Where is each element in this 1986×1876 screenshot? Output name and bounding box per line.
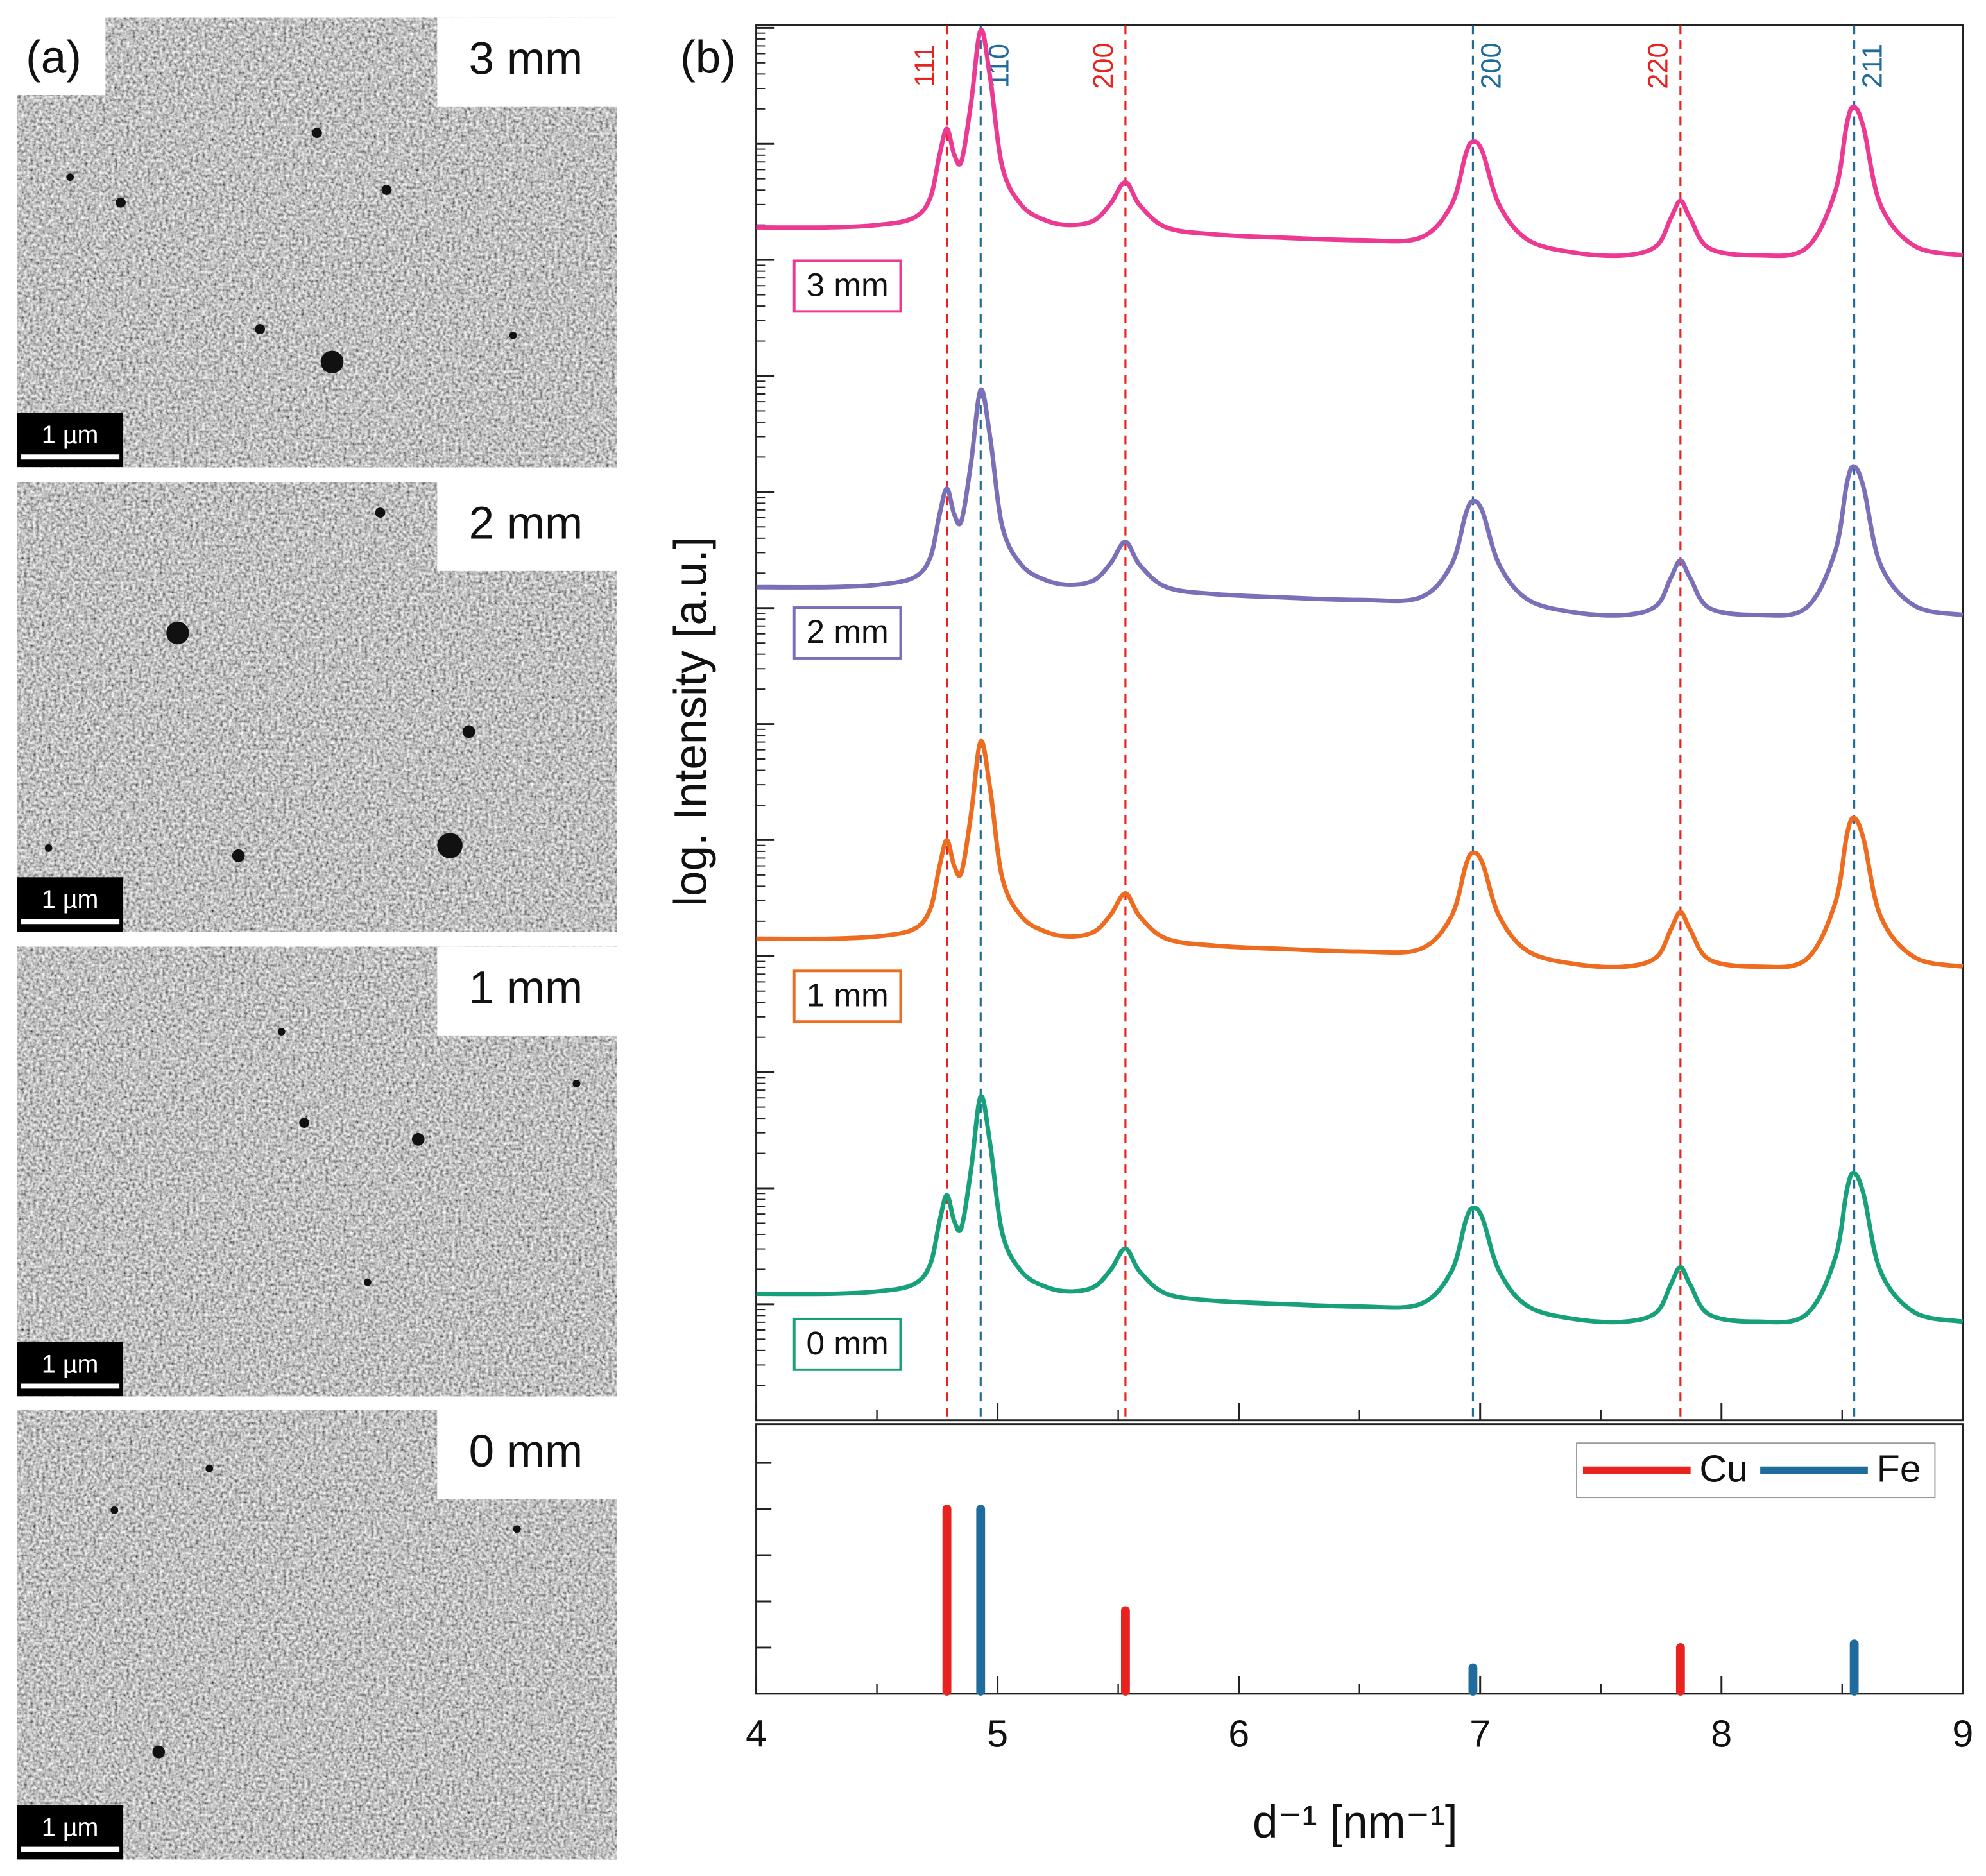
pore <box>462 725 475 738</box>
series-label: 0 mm <box>807 1325 889 1361</box>
pore <box>66 173 74 182</box>
pore <box>572 1079 581 1087</box>
panel-label: (a) <box>26 32 81 83</box>
series-label-box <box>792 969 902 1023</box>
reference-label: 200 <box>1476 42 1507 89</box>
x-tick-label: 9 <box>1952 1712 1973 1755</box>
pore <box>437 833 463 858</box>
series-label: 2 mm <box>807 613 889 650</box>
spectrum <box>756 387 1964 618</box>
pore <box>152 1745 166 1759</box>
x-axis-label: d⁻¹ [nm⁻¹] <box>1253 1797 1458 1848</box>
pore <box>299 1118 310 1128</box>
pore <box>513 1525 521 1533</box>
pore <box>277 1028 286 1036</box>
x-tick-label: 5 <box>987 1712 1008 1755</box>
pore <box>232 849 245 862</box>
image-label: 1 mm <box>469 963 583 1014</box>
reference-label: 200 <box>1088 42 1119 89</box>
spectrum <box>756 1094 1964 1325</box>
y-axis-label: log. Intensity [a.u.] <box>666 536 717 906</box>
pore <box>375 507 386 518</box>
label-corner <box>0 0 106 95</box>
series-label-box <box>792 1317 902 1371</box>
pore <box>320 350 344 374</box>
pore <box>255 324 266 334</box>
reference-label: 111 <box>910 45 941 87</box>
pore <box>116 197 126 208</box>
pore <box>205 1464 214 1472</box>
pore <box>110 1506 119 1514</box>
label-box <box>437 17 617 107</box>
x-tick-label: 4 <box>746 1712 767 1755</box>
image-label: 2 mm <box>469 499 583 549</box>
scale-bar-label: 1 µm <box>42 885 99 914</box>
spectrum <box>756 738 1964 969</box>
series-label: 1 mm <box>807 976 889 1013</box>
x-tick-label: 7 <box>1469 1712 1491 1755</box>
series-label-box <box>792 606 902 660</box>
label-box <box>437 482 617 571</box>
label-box <box>437 1410 617 1499</box>
x-tick-label: 8 <box>1711 1712 1732 1755</box>
series-label-box <box>792 259 902 313</box>
legend-label: Fe <box>1877 1447 1921 1490</box>
label-box <box>437 946 617 1036</box>
pore <box>411 1132 425 1146</box>
x-tick-label: 6 <box>1228 1712 1249 1755</box>
series-label: 3 mm <box>807 266 889 303</box>
pore <box>363 1278 372 1286</box>
pore <box>44 844 53 852</box>
pore <box>509 331 517 339</box>
legend-label: Cu <box>1699 1447 1748 1490</box>
pore <box>312 128 322 139</box>
reference-label: 220 <box>1643 42 1674 89</box>
spectrum <box>756 28 1964 259</box>
scale-bar-label: 1 µm <box>42 1350 99 1378</box>
panel-label: (b) <box>680 32 736 83</box>
image-label: 0 mm <box>469 1426 583 1477</box>
pore <box>166 621 189 645</box>
reference-label: 211 <box>1858 44 1888 88</box>
pore <box>381 185 392 195</box>
image-label: 3 mm <box>469 33 583 84</box>
scale-bar-label: 1 µm <box>42 421 99 449</box>
scale-bar-label: 1 µm <box>42 1813 99 1841</box>
micrographs: 3 mm 1 µm 2 mm 1 µm 1 mm 1 µm 0 mm 1 µm (a) <box>0 0 617 1860</box>
